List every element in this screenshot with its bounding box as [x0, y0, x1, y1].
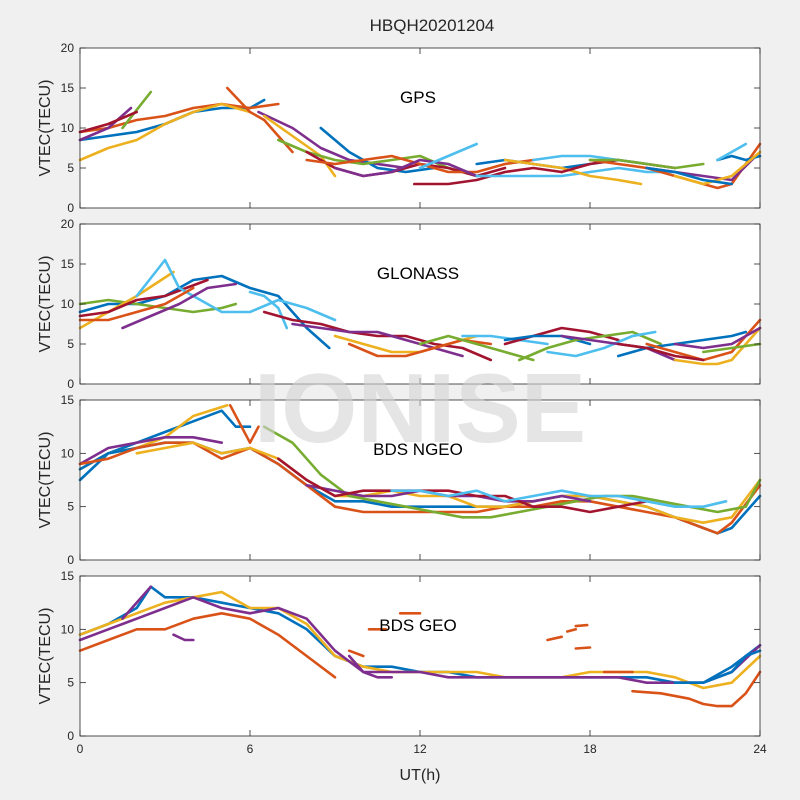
series-line-6 — [78, 110, 138, 134]
series-line-13 — [418, 334, 535, 362]
plot-area — [80, 576, 760, 736]
series-line-22 — [673, 326, 762, 366]
series-group — [78, 258, 762, 366]
series-line-23 — [588, 158, 705, 170]
y-tick-label: 15 — [61, 393, 75, 407]
y-tick-label: 10 — [61, 446, 75, 460]
series-line-2 — [78, 611, 337, 679]
series-line-24 — [701, 342, 762, 354]
series-group — [78, 585, 762, 708]
series-group — [78, 403, 762, 535]
series-line-6 — [172, 633, 195, 642]
series-line-2 — [78, 298, 238, 314]
series-line-9 — [262, 310, 493, 362]
series-line-26 — [716, 142, 748, 162]
y-tick-label: 5 — [67, 161, 74, 175]
series-line-1 — [78, 585, 762, 685]
series-line-5 — [135, 258, 337, 322]
panel-gps: 0 5 10 15 20 VTEC(TECU) GPS — [37, 41, 762, 215]
series-line-27 — [673, 150, 762, 186]
series-line-3 — [78, 102, 252, 162]
series-line-23 — [673, 326, 762, 350]
x-axis-label: UT(h) — [400, 767, 441, 784]
series-line-12 — [390, 489, 450, 498]
y-tick-label: 5 — [67, 500, 74, 514]
y-axis-label: VTEC(TECU) — [37, 432, 54, 529]
panel-title: BDS NGEO — [373, 440, 463, 459]
series-line-4 — [78, 595, 762, 685]
series-line-12 — [574, 623, 589, 628]
series-line-8 — [347, 649, 365, 658]
series-line-17 — [475, 166, 677, 178]
panel-title: GPS — [400, 88, 436, 107]
series-group — [78, 86, 762, 190]
series-line-13 — [565, 627, 578, 633]
series-line-4 — [78, 106, 133, 142]
watermark-text: IONISE — [254, 353, 586, 463]
y-tick-label: 20 — [61, 217, 75, 231]
series-line-28 — [645, 166, 734, 186]
series-line-7 — [78, 286, 195, 322]
series-line-14 — [461, 334, 549, 346]
y-tick-label: 20 — [61, 41, 75, 55]
figure-title: HBQH20201204 — [370, 16, 495, 35]
series-line-19 — [503, 158, 643, 186]
x-tick-label: 6 — [247, 742, 254, 756]
series-line-9 — [319, 126, 436, 174]
y-tick-label: 0 — [67, 729, 74, 743]
x-tick-label: 0 — [77, 742, 84, 756]
series-line-7 — [347, 654, 394, 679]
series-line-5 — [121, 585, 153, 621]
panel-bds-ngeo: 0 5 10 15 VTEC(TECU) BDS NGEO — [37, 393, 762, 567]
series-line-20 — [616, 330, 748, 358]
plot-area — [80, 400, 760, 560]
panel-bds-geo: 0 6 12 18 24 0 5 10 15 VTEC(TECU) BDS GEO — [37, 569, 767, 756]
series-line-15 — [418, 142, 479, 170]
series-line-14 — [574, 646, 592, 650]
x-tick-label: 18 — [583, 742, 597, 756]
series-line-11 — [446, 489, 728, 509]
y-tick-label: 10 — [61, 297, 75, 311]
y-tick-label: 15 — [61, 81, 75, 95]
y-tick-label: 15 — [61, 257, 75, 271]
series-line-14 — [333, 158, 479, 178]
series-line-8 — [257, 110, 408, 170]
y-axis-label: VTEC(TECU) — [37, 256, 54, 353]
series-line-13 — [305, 154, 535, 174]
y-tick-label: 0 — [67, 201, 74, 215]
series-line-17 — [673, 649, 762, 685]
y-tick-label: 5 — [67, 676, 74, 690]
y-tick-label: 15 — [61, 569, 75, 583]
y-tick-label: 5 — [67, 337, 74, 351]
series-line-4 — [228, 403, 260, 445]
series-line-3 — [78, 435, 223, 466]
series-line-25 — [616, 342, 705, 362]
series-line-10 — [262, 114, 337, 178]
series-line-11 — [546, 635, 564, 642]
series-line-15 — [503, 326, 620, 346]
y-axis-label: VTEC(TECU) — [37, 608, 54, 705]
x-tick-label: 24 — [753, 742, 767, 756]
y-tick-label: 10 — [61, 622, 75, 636]
series-line-6 — [121, 282, 238, 330]
plot-area — [80, 48, 760, 208]
series-line-4 — [78, 278, 209, 318]
y-tick-label: 0 — [67, 377, 74, 391]
panel-glonass: 0 5 10 15 20 VTEC(TECU) GLONASS — [37, 217, 762, 391]
plot-area — [80, 224, 760, 384]
y-tick-label: 0 — [67, 553, 74, 567]
series-line-18 — [546, 330, 657, 358]
y-tick-label: 10 — [61, 121, 75, 135]
panel-title: GLONASS — [377, 264, 459, 283]
x-tick-label: 12 — [413, 742, 427, 756]
series-line-5 — [121, 90, 153, 130]
y-axis-label: VTEC(TECU) — [37, 80, 54, 177]
series-line-16 — [631, 670, 762, 708]
panel-title: BDS GEO — [379, 616, 456, 635]
